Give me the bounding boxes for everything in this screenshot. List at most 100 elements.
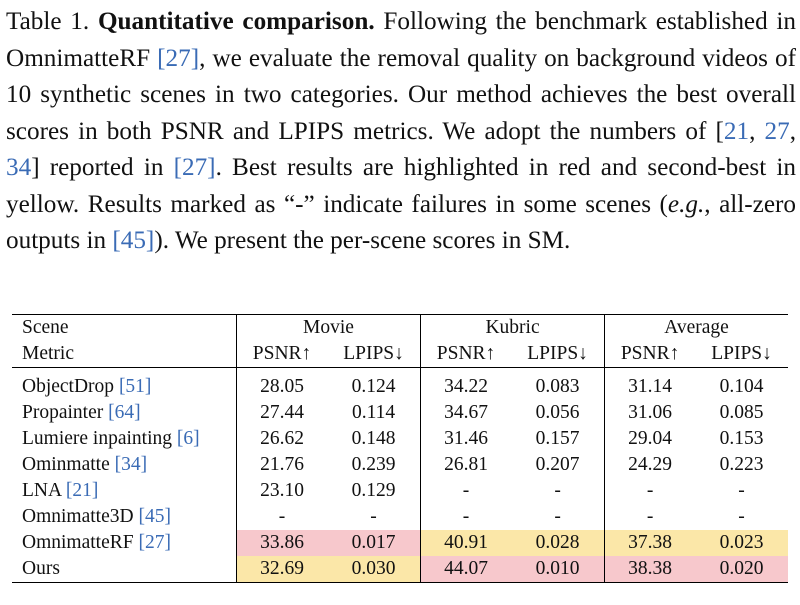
header-row-metrics: Metric PSNR↑ LPIPS↓ PSNR↑ LPIPS↓ PSNR↑ L… [12, 341, 788, 368]
citation-link[interactable]: [27] [138, 532, 171, 553]
citation-link[interactable]: 21 [723, 117, 750, 145]
table-cell: - [420, 504, 512, 530]
method-name: Propainter [22, 402, 109, 423]
citation-link[interactable]: 27 [764, 117, 790, 145]
method-name: ObjectDrop [22, 376, 119, 397]
method-name-cell: LNA [21] [12, 478, 237, 504]
group-header-movie: Movie [235, 315, 421, 341]
table-cell: 0.207 [535, 454, 580, 475]
table-cell: 0.083 [535, 376, 580, 397]
table-row: LNA [21] 23.10 0.129- - - - [12, 478, 788, 504]
citation-link[interactable]: 34 [6, 154, 32, 181]
comparison-table-container: Scene Movie Kubric Average Metric PSNR↑ … [12, 314, 788, 583]
table-cell: 0.020 [695, 556, 788, 583]
method-name: LNA [22, 480, 66, 501]
table-cell: 24.29 [604, 452, 696, 478]
table-cell: 21.76 [236, 452, 328, 478]
table-cell: 0.148 [351, 428, 396, 449]
table-cell: 0.023 [695, 530, 788, 556]
metric-psnr: PSNR↑ [604, 341, 696, 368]
table-cell: 0.223 [719, 454, 764, 475]
table-cell: - [370, 506, 377, 527]
header-row-groups: Scene Movie Kubric Average [12, 315, 788, 341]
method-name: Omnimatte3D [22, 506, 139, 527]
metric-psnr: PSNR↑ [420, 341, 512, 368]
table-cell: 0.153 [719, 428, 764, 449]
caption-text-6: . Best results are highlighted in red an… [6, 154, 796, 218]
method-name-cell: Lumiere inpainting [6] [12, 426, 237, 452]
metric-psnr: PSNR↑ [236, 341, 328, 368]
group-header-average: Average [604, 315, 788, 341]
table-cell: 33.86 [236, 530, 328, 556]
table-cell: 0.239 [351, 454, 396, 475]
citation-link[interactable]: [27] [157, 44, 200, 72]
citation-link[interactable]: [21] [65, 480, 99, 501]
caption-text-8: ). We present the per-scene scores in SM… [154, 227, 571, 254]
caption-text-1: Following the benchmark established in O… [6, 8, 797, 72]
citation-link[interactable]: [45] [112, 227, 155, 254]
table-cell: 0.030 [327, 556, 421, 583]
caption-title: Quantitative comparison. [97, 8, 375, 35]
table-cell: 29.04 [604, 426, 696, 452]
table-cell: 0.129 [351, 480, 396, 501]
method-name-cell: Omnimatte3D [45] [12, 504, 237, 530]
citation-link[interactable]: [51] [118, 376, 152, 397]
table-row: Omnimatte3D [45] - - - - - - [12, 504, 788, 530]
method-name: Lumiere inpainting [22, 428, 177, 449]
citation-link[interactable]: [64] [108, 402, 141, 423]
method-name: OmnimatteRF [22, 532, 139, 553]
table-cell: - [236, 504, 328, 530]
caption-text-2: , we evaluate the removal quality on bac… [6, 44, 796, 145]
table-cell: 0.114 [351, 402, 396, 423]
header-rule [12, 367, 788, 368]
citation-link[interactable]: [6] [176, 428, 200, 449]
table-cell: 28.05 [236, 368, 328, 400]
method-name-cell: Ours [12, 556, 237, 583]
table-cell: 44.07 [420, 556, 512, 583]
bottom-rule [12, 582, 788, 583]
table-caption: Table 1. Quantitative comparison. Follow… [6, 4, 796, 260]
table-cell: 40.91 [420, 530, 512, 556]
table-cell: - [738, 506, 745, 527]
method-name: Ominmatte [22, 454, 115, 475]
table-cell: - [604, 504, 696, 530]
table-cell: - [554, 506, 561, 527]
caption-text-3: , [749, 117, 765, 145]
scene-header: Scene [22, 317, 69, 338]
metric-lpips: LPIPS↓ [343, 343, 404, 364]
caption-label: Table 1. [6, 8, 90, 35]
table-cell: 31.14 [604, 368, 696, 400]
table-cell: 37.38 [604, 530, 696, 556]
table-cell: 31.46 [420, 426, 512, 452]
table-cell: - [604, 478, 696, 504]
table-cell: 0.124 [351, 376, 396, 397]
table-cell: - [420, 478, 512, 504]
table-cell: 23.10 [236, 478, 328, 504]
metric-lpips: LPIPS↓ [527, 343, 588, 364]
table-cell: 27.44 [236, 400, 328, 426]
citation-link[interactable]: [34] [114, 454, 148, 475]
top-rule [12, 314, 788, 315]
table-row: Ours 32.69 0.030 44.07 0.010 38.38 0.020 [12, 556, 788, 583]
table-cell: 34.67 [420, 400, 512, 426]
method-name-cell: Ominmatte [34] [12, 452, 237, 478]
table-cell: 38.38 [604, 556, 696, 583]
caption-eg: e.g. [667, 190, 705, 218]
table-cell: 0.104 [719, 376, 764, 397]
citation-link[interactable]: [27] [173, 154, 216, 181]
metric-lpips: LPIPS↓ [711, 343, 772, 364]
table-cell: 0.056 [535, 402, 580, 423]
table-cell: 0.157 [535, 428, 580, 449]
citation-link[interactable]: [45] [138, 506, 171, 527]
method-name: Ours [22, 558, 60, 579]
table-cell: 0.017 [327, 530, 421, 556]
table-cell: 26.81 [420, 452, 512, 478]
table-cell: 32.69 [236, 556, 328, 583]
comparison-table: Scene Movie Kubric Average Metric PSNR↑ … [12, 314, 788, 583]
table-row: OmnimatteRF [27] 33.86 0.017 40.91 0.028 37.3… [12, 530, 788, 556]
table-row: Propainter [64] 27.44 0.114 34.67 0.056 31.06… [12, 400, 788, 426]
table-cell: 26.62 [236, 426, 328, 452]
table-cell: 0.085 [719, 402, 764, 423]
caption-text-4: , [789, 117, 796, 145]
method-name-cell: ObjectDrop [51] [12, 368, 237, 400]
